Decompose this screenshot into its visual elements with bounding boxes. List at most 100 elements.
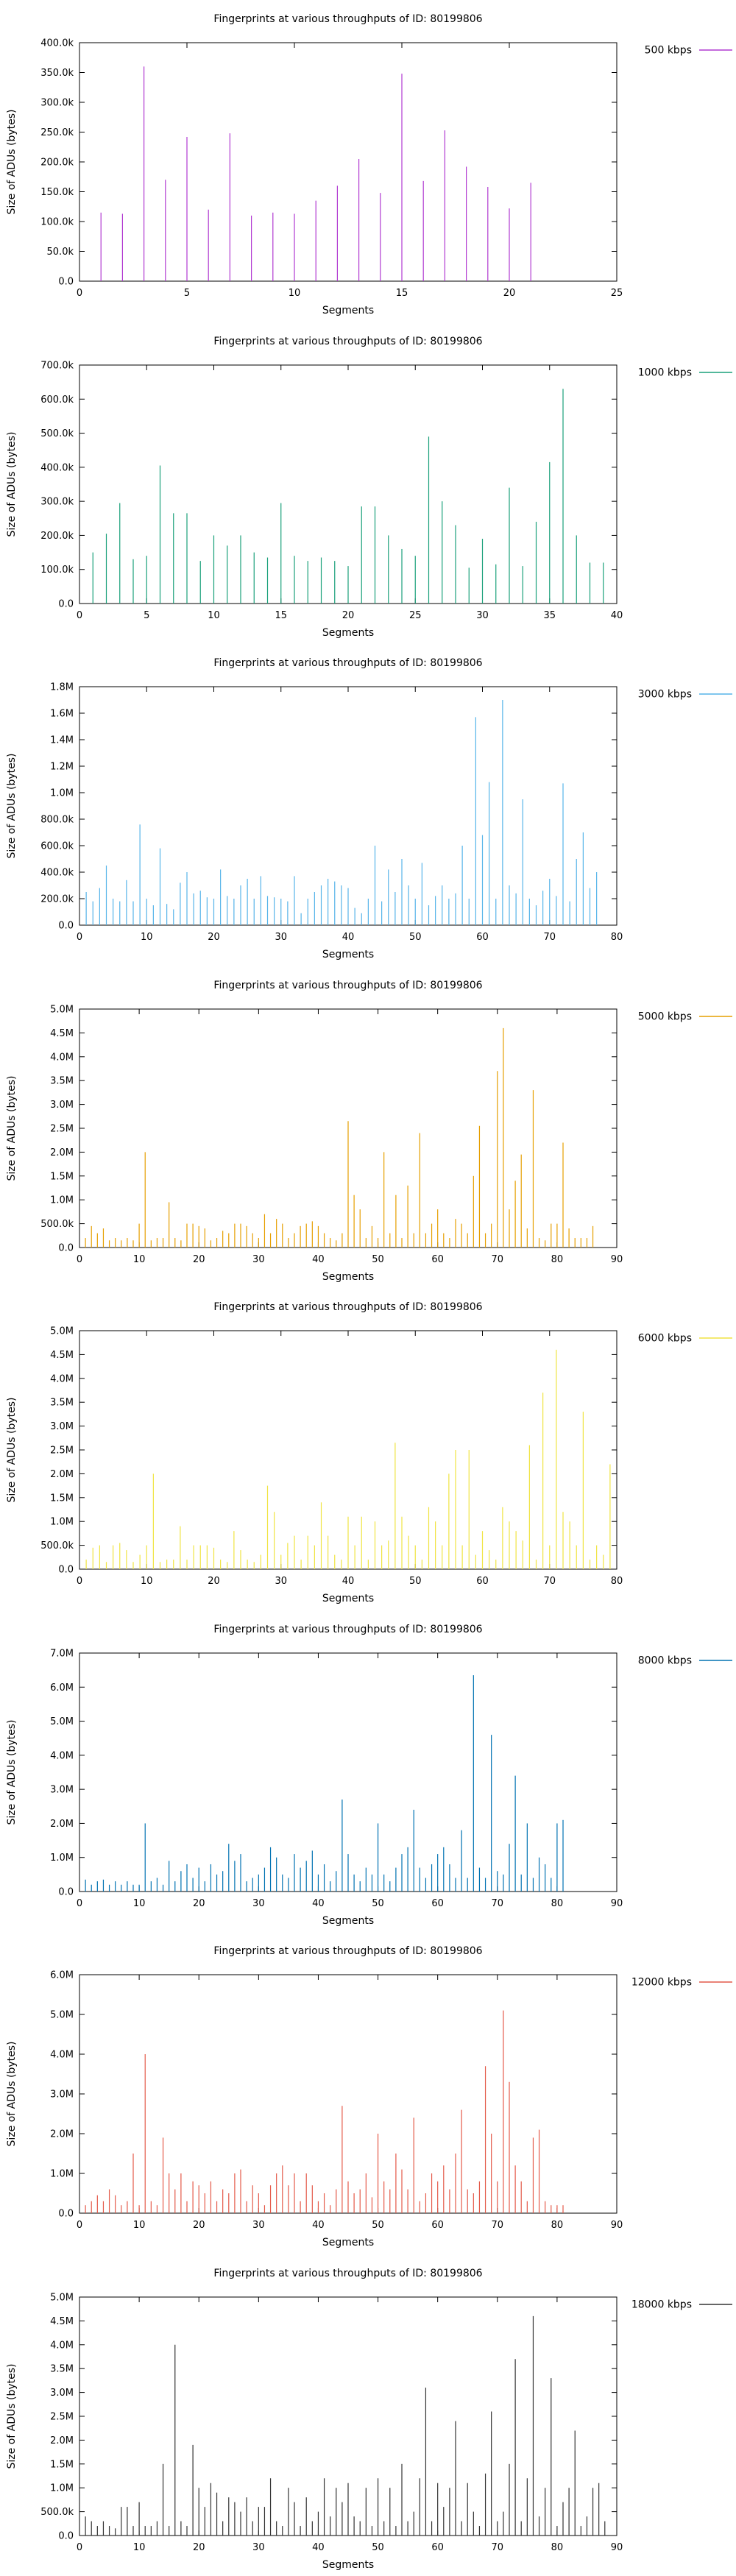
plot-frame — [79, 1974, 618, 2214]
legend-label: 3000 kbps — [638, 689, 692, 701]
y-axis-label: Size of ADUs (bytes) — [6, 754, 18, 859]
chart-title: Fingerprints at various throughputs of I… — [213, 980, 482, 991]
y-tick-label: 500.0k — [40, 2507, 74, 2518]
y-tick-label: 2.0M — [50, 1818, 74, 1829]
x-axis-label: Segments — [322, 627, 374, 639]
y-tick-label: 200.0k — [40, 530, 74, 541]
y-tick-label: 2.5M — [50, 2411, 74, 2422]
y-tick-label: 100.0k — [40, 217, 74, 228]
y-tick-label: 1.5M — [50, 2459, 74, 2470]
x-tick-label: 70 — [492, 1898, 504, 1909]
y-tick-label: 500.0k — [40, 1540, 74, 1551]
chart-title: Fingerprints at various throughputs of I… — [213, 657, 482, 669]
legend-label: 12000 kbps — [631, 1977, 692, 1989]
y-tick-label: 0.0 — [58, 598, 74, 609]
x-tick-label: 60 — [431, 2220, 444, 2231]
x-tick-label: 25 — [409, 610, 422, 621]
x-axis-label: Segments — [322, 1271, 374, 1283]
y-tick-label: 3.0M — [50, 1784, 74, 1795]
x-tick-label: 30 — [252, 1254, 265, 1265]
y-tick-label: 800.0k — [40, 815, 74, 826]
x-tick-label: 80 — [551, 1898, 564, 1909]
y-tick-label: 1.0M — [50, 1195, 74, 1206]
plot-frame — [79, 42, 618, 282]
x-tick-label: 30 — [476, 610, 489, 621]
y-tick-label: 4.0M — [50, 1373, 74, 1384]
y-tick-label: 1.2M — [50, 762, 74, 773]
chart-svg: Fingerprints at various throughputs of I… — [6, 1945, 732, 2248]
chart-panel: Fingerprints at various throughputs of I… — [0, 1610, 736, 1932]
x-tick-label: 40 — [312, 2220, 325, 2231]
chart-panel: Fingerprints at various throughputs of I… — [0, 1288, 736, 1610]
x-tick-label: 80 — [611, 932, 623, 943]
x-tick-label: 70 — [492, 2220, 504, 2231]
y-tick-label: 3.0M — [50, 2388, 74, 2399]
x-axis-label: Segments — [322, 2559, 374, 2571]
y-tick-label: 1.0M — [50, 2483, 74, 2494]
y-tick-label: 5.0M — [50, 2010, 74, 2021]
y-tick-label: 200.0k — [40, 158, 74, 169]
y-tick-label: 1.8M — [50, 682, 74, 693]
y-tick-label: 1.5M — [50, 1171, 74, 1182]
y-axis-label: Size of ADUs (bytes) — [6, 2363, 18, 2469]
x-tick-label: 70 — [543, 932, 556, 943]
y-tick-label: 7.0M — [50, 1648, 74, 1659]
x-tick-label: 10 — [133, 2220, 146, 2231]
x-axis-label: Segments — [322, 1915, 374, 1927]
y-tick-label: 5.0M — [50, 1004, 74, 1015]
x-tick-label: 20 — [193, 1254, 205, 1265]
x-tick-label: 10 — [208, 610, 220, 621]
chart-svg: Fingerprints at various throughputs of I… — [6, 657, 732, 960]
y-tick-label: 0.0 — [58, 1565, 74, 1576]
y-tick-label: 50.0k — [47, 247, 74, 258]
x-tick-label: 0 — [77, 610, 82, 621]
x-tick-label: 90 — [611, 2220, 623, 2231]
y-tick-label: 0.0 — [58, 2209, 74, 2220]
y-tick-label: 700.0k — [40, 360, 74, 371]
x-tick-label: 10 — [289, 288, 301, 299]
y-tick-label: 4.0M — [50, 1750, 74, 1761]
y-tick-label: 0.0 — [58, 921, 74, 932]
y-tick-label: 1.6M — [50, 709, 74, 720]
x-tick-label: 60 — [431, 1898, 444, 1909]
x-tick-label: 0 — [77, 1898, 82, 1909]
legend-label: 1000 kbps — [638, 367, 692, 378]
chart-svg: Fingerprints at various throughputs of I… — [6, 13, 732, 316]
x-tick-label: 10 — [133, 1254, 146, 1265]
x-tick-label: 50 — [409, 1576, 422, 1587]
x-tick-label: 15 — [396, 288, 408, 299]
y-tick-label: 1.5M — [50, 1493, 74, 1504]
y-tick-label: 4.0M — [50, 2050, 74, 2061]
y-tick-label: 2.0M — [50, 1147, 74, 1158]
y-tick-label: 1.0M — [50, 1517, 74, 1528]
x-tick-label: 30 — [252, 2542, 265, 2553]
x-tick-label: 60 — [431, 2542, 444, 2553]
chart-svg: Fingerprints at various throughputs of I… — [6, 336, 732, 639]
x-tick-label: 60 — [431, 1254, 444, 1265]
y-tick-label: 400.0k — [40, 868, 74, 879]
chart-panel: Fingerprints at various throughputs of I… — [0, 0, 736, 322]
y-axis-label: Size of ADUs (bytes) — [6, 1075, 18, 1181]
x-tick-label: 0 — [77, 2542, 82, 2553]
chart-title: Fingerprints at various throughputs of I… — [213, 1624, 482, 1635]
chart-title: Fingerprints at various throughputs of I… — [213, 2268, 482, 2279]
y-tick-label: 5.0M — [50, 1716, 74, 1727]
chart-svg: Fingerprints at various throughputs of I… — [6, 1301, 732, 1604]
y-tick-label: 1.0M — [50, 788, 74, 799]
y-tick-label: 300.0k — [40, 496, 74, 507]
x-tick-label: 10 — [141, 932, 153, 943]
x-tick-label: 5 — [184, 288, 190, 299]
y-tick-label: 3.0M — [50, 1100, 74, 1111]
x-tick-label: 50 — [372, 2542, 384, 2553]
x-tick-label: 50 — [409, 932, 422, 943]
y-tick-label: 2.0M — [50, 2129, 74, 2140]
legend-label: 500 kbps — [645, 45, 692, 57]
x-tick-label: 40 — [611, 610, 623, 621]
y-tick-label: 600.0k — [40, 841, 74, 852]
legend-label: 5000 kbps — [638, 1011, 692, 1022]
x-tick-label: 0 — [77, 1576, 82, 1587]
y-tick-label: 350.0k — [40, 68, 74, 79]
x-tick-label: 50 — [372, 1254, 384, 1265]
x-tick-label: 80 — [611, 1576, 623, 1587]
x-tick-label: 35 — [543, 610, 556, 621]
